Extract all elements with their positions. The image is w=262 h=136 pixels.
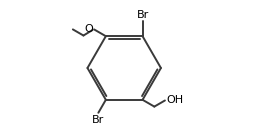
Text: OH: OH	[166, 95, 183, 105]
Text: O: O	[85, 24, 93, 34]
Text: Br: Br	[92, 115, 105, 125]
Text: Br: Br	[137, 10, 149, 20]
